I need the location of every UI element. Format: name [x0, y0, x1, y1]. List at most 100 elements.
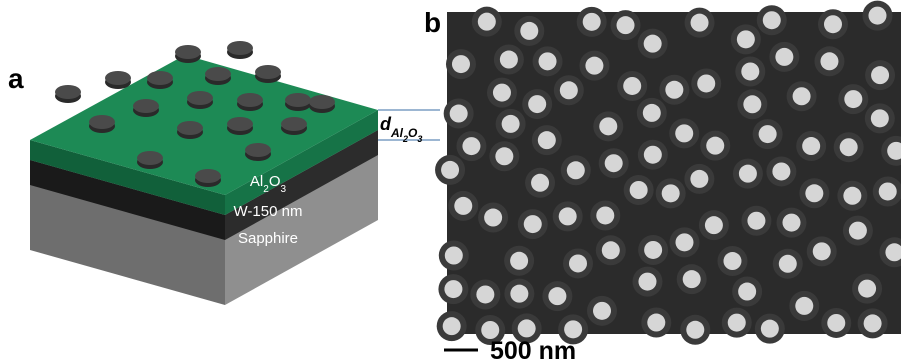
- particle: [539, 52, 557, 70]
- particle: [450, 105, 468, 123]
- particle: [690, 170, 708, 188]
- particle: [738, 283, 756, 301]
- particle: [599, 117, 617, 135]
- particle: [779, 255, 797, 273]
- particle: [593, 302, 611, 320]
- formula-part: Al: [250, 173, 263, 190]
- particle: [843, 187, 861, 205]
- disk: [89, 115, 115, 129]
- disk: [227, 41, 253, 55]
- particle: [478, 13, 496, 31]
- particle: [763, 11, 781, 29]
- particle: [445, 246, 463, 264]
- disk: [137, 151, 163, 165]
- particle: [510, 252, 528, 270]
- particle: [548, 287, 566, 305]
- particle: [772, 162, 790, 180]
- figure-svg: Al2O3 W-150 nm Sapphire dAl2O3 a b 500 n…: [0, 0, 901, 363]
- particle: [864, 314, 882, 332]
- particle: [737, 30, 755, 48]
- particle: [675, 233, 693, 251]
- particle: [462, 137, 480, 155]
- disk: [55, 85, 81, 99]
- particle: [564, 320, 582, 338]
- particle: [602, 241, 620, 259]
- particle: [444, 280, 462, 298]
- particle: [502, 115, 520, 133]
- disk: [195, 169, 221, 183]
- disk: [255, 65, 281, 79]
- disk: [147, 71, 173, 85]
- particle: [524, 215, 542, 233]
- particle: [844, 90, 862, 108]
- particle: [824, 15, 842, 33]
- particle: [706, 137, 724, 155]
- particle: [452, 55, 470, 73]
- particle: [528, 95, 546, 113]
- particle: [743, 95, 761, 113]
- particle: [441, 161, 459, 179]
- particle: [518, 319, 536, 337]
- particle: [644, 35, 662, 53]
- particle: [500, 51, 518, 69]
- particle: [560, 81, 578, 99]
- particle: [454, 197, 472, 215]
- particle: [675, 124, 693, 142]
- scale-bar-label: 500 nm: [490, 337, 576, 363]
- layer-label-sapphire: Sapphire: [238, 230, 298, 247]
- disk: [227, 117, 253, 131]
- particle: [747, 212, 765, 230]
- particle: [820, 52, 838, 70]
- particle: [493, 84, 511, 102]
- particle: [868, 7, 886, 25]
- particle: [775, 48, 793, 66]
- particle: [567, 161, 585, 179]
- particle: [495, 147, 513, 165]
- layer-label-w: W-150 nm: [234, 203, 303, 220]
- particle: [691, 14, 709, 32]
- particle: [630, 181, 648, 199]
- particle: [728, 314, 746, 332]
- particle: [840, 138, 858, 156]
- particle: [644, 146, 662, 164]
- particle: [697, 74, 715, 92]
- particle: [510, 285, 528, 303]
- particle: [520, 22, 538, 40]
- disk: [281, 117, 307, 131]
- disk: [187, 91, 213, 105]
- disk: [285, 93, 311, 107]
- formula-sub: Al2O3: [390, 126, 422, 144]
- particle: [559, 207, 577, 225]
- disk: [205, 67, 231, 81]
- particle: [761, 320, 779, 338]
- particle: [476, 285, 494, 303]
- particle: [662, 184, 680, 202]
- figure: Al2O3 W-150 nm Sapphire dAl2O3 a b 500 n…: [0, 0, 901, 363]
- formula-part: Al: [390, 126, 404, 140]
- particle: [585, 57, 603, 75]
- particle: [741, 62, 759, 80]
- particle: [858, 280, 876, 298]
- panel-label: a: [8, 63, 24, 94]
- particle: [686, 321, 704, 339]
- particle: [638, 273, 656, 291]
- panel-label: b: [424, 7, 441, 38]
- particle: [538, 131, 556, 149]
- particle: [739, 165, 757, 183]
- disk: [245, 143, 271, 157]
- formula-part: 3: [281, 184, 287, 195]
- particle: [605, 154, 623, 172]
- particle: [783, 214, 801, 232]
- disk: [309, 95, 335, 109]
- particle: [705, 216, 723, 234]
- particle: [827, 314, 845, 332]
- particle: [802, 137, 820, 155]
- particle: [871, 109, 889, 127]
- disk: [133, 99, 159, 113]
- particle: [596, 206, 614, 224]
- particle: [617, 16, 635, 34]
- particle: [683, 270, 701, 288]
- particle: [871, 66, 889, 84]
- particle: [569, 254, 587, 272]
- particle: [879, 182, 897, 200]
